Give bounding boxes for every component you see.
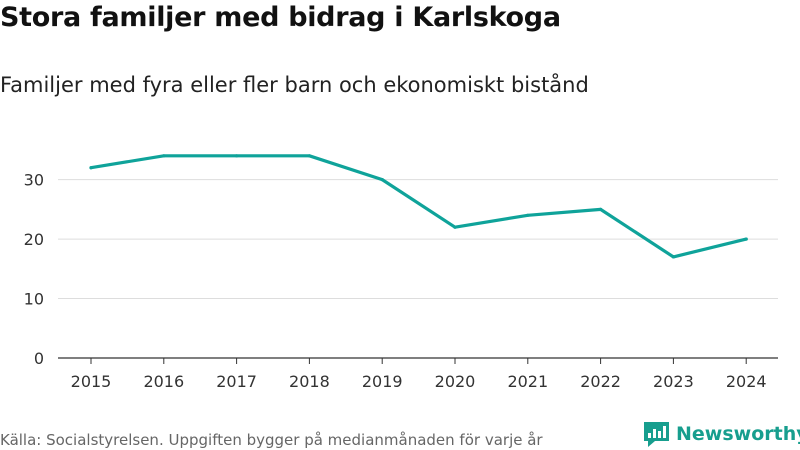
x-tick-label: 2019 (362, 372, 403, 391)
line-chart: 0 10 20 30 2015 2016 2017 2018 2019 2020 2021 2022 2… (24, 154, 778, 391)
data-point (380, 178, 384, 182)
chart-title: Stora familjer med bidrag i Karlskoga (0, 2, 561, 33)
data-point (599, 207, 603, 211)
y-tick-label: 10 (24, 290, 44, 309)
data-point (453, 225, 457, 229)
y-tick-label: 0 (34, 349, 44, 368)
chart-subtitle: Familjer med fyra eller fler barn och ek… (0, 73, 589, 97)
data-point (744, 237, 748, 241)
data-point (307, 154, 311, 158)
y-tick-label: 20 (24, 230, 44, 249)
data-point (526, 213, 530, 217)
x-tick-label: 2018 (289, 372, 330, 391)
brand-logo: Newsworthy (643, 419, 800, 449)
data-point (235, 154, 239, 158)
x-tick-label: 2017 (216, 372, 257, 391)
x-tick-label: 2020 (435, 372, 476, 391)
data-point (671, 255, 676, 259)
source-note: Källa: Socialstyrelsen. Uppgiften bygger… (0, 431, 543, 449)
x-tick-label: 2015 (71, 372, 112, 391)
x-tick-label: 2023 (653, 372, 694, 391)
y-tick-label: 30 (24, 171, 44, 190)
series-line (89, 154, 748, 259)
x-tick-label: 2024 (726, 372, 767, 391)
bar-chart-logo-icon (644, 422, 669, 447)
x-tick-label: 2022 (580, 372, 621, 391)
data-point (162, 154, 166, 158)
x-tick-label: 2021 (507, 372, 548, 391)
brand-name: Newsworthy (676, 423, 800, 445)
data-point (89, 166, 93, 170)
x-tick-label: 2016 (143, 372, 184, 391)
